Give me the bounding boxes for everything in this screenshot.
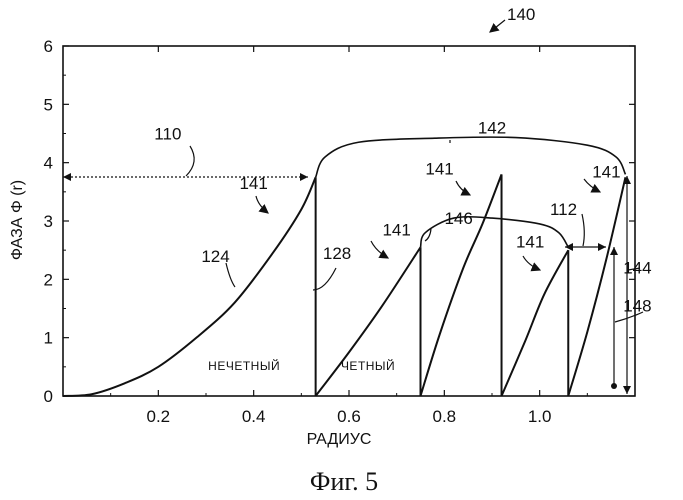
y-tick-label: 2 <box>44 270 53 289</box>
ref-label-141: 141 <box>592 162 620 181</box>
x-tick-label: 0.8 <box>433 407 457 426</box>
ref-label-148: 148 <box>623 296 651 315</box>
region-label: ЧЕТНЫЙ <box>341 358 395 373</box>
ref-label-146: 146 <box>444 209 472 228</box>
x-tick-label: 0.6 <box>337 407 361 426</box>
ref-label-128: 128 <box>323 244 351 263</box>
envelope-142 <box>316 137 626 177</box>
phase-curve-segment-2 <box>316 247 421 396</box>
plot-frame <box>63 46 635 396</box>
y-tick-label: 1 <box>44 329 53 348</box>
region-label: НЕЧЕТНЫЙ <box>208 358 280 373</box>
y-tick-labels: 0 1 2 3 4 5 6 <box>44 37 53 406</box>
ref-label-141: 141 <box>239 174 267 193</box>
y-axis-title: ФАЗА Φ (r) <box>9 180 26 260</box>
envelopes <box>316 137 626 247</box>
y-tick-label: 5 <box>44 95 53 114</box>
figure-ref-140: 140 <box>507 5 535 24</box>
ref-label-110: 110 <box>154 124 181 143</box>
y-tick-label: 4 <box>44 154 53 173</box>
region-labels: НЕЧЕТНЫЙ ЧЕТНЫЙ <box>208 358 395 373</box>
envelope-146 <box>421 217 569 247</box>
ref-label-141: 141 <box>516 232 544 251</box>
ref-label-144: 144 <box>623 259 651 278</box>
ref-label-124: 124 <box>201 247 229 266</box>
ref-label-112: 112 <box>550 200 577 219</box>
x-tick-label: 1.0 <box>528 407 552 426</box>
y-tick-label: 6 <box>44 37 53 56</box>
ref-label-141: 141 <box>425 159 453 178</box>
figure-caption: Фиг. 5 <box>310 467 378 496</box>
x-tick-marks <box>111 46 588 396</box>
ref-label-142: 142 <box>478 119 506 138</box>
y-tick-marks <box>63 46 635 396</box>
x-tick-labels: 0.2 0.4 0.6 0.8 1.0 <box>147 407 552 426</box>
x-axis-title: РАДИУС <box>307 431 372 448</box>
x-tick-label: 0.4 <box>242 407 266 426</box>
x-tick-label: 0.2 <box>147 407 171 426</box>
y-tick-label: 3 <box>44 212 53 231</box>
ref-label-141: 141 <box>382 221 410 240</box>
y-tick-label: 0 <box>44 387 53 406</box>
phase-curve-segment-4 <box>421 174 502 396</box>
phase-curve-segment-6 <box>502 250 569 396</box>
annotation-labels: 110 141 124 128 142 141 141 146 141 112 141 144 148 <box>154 119 651 316</box>
